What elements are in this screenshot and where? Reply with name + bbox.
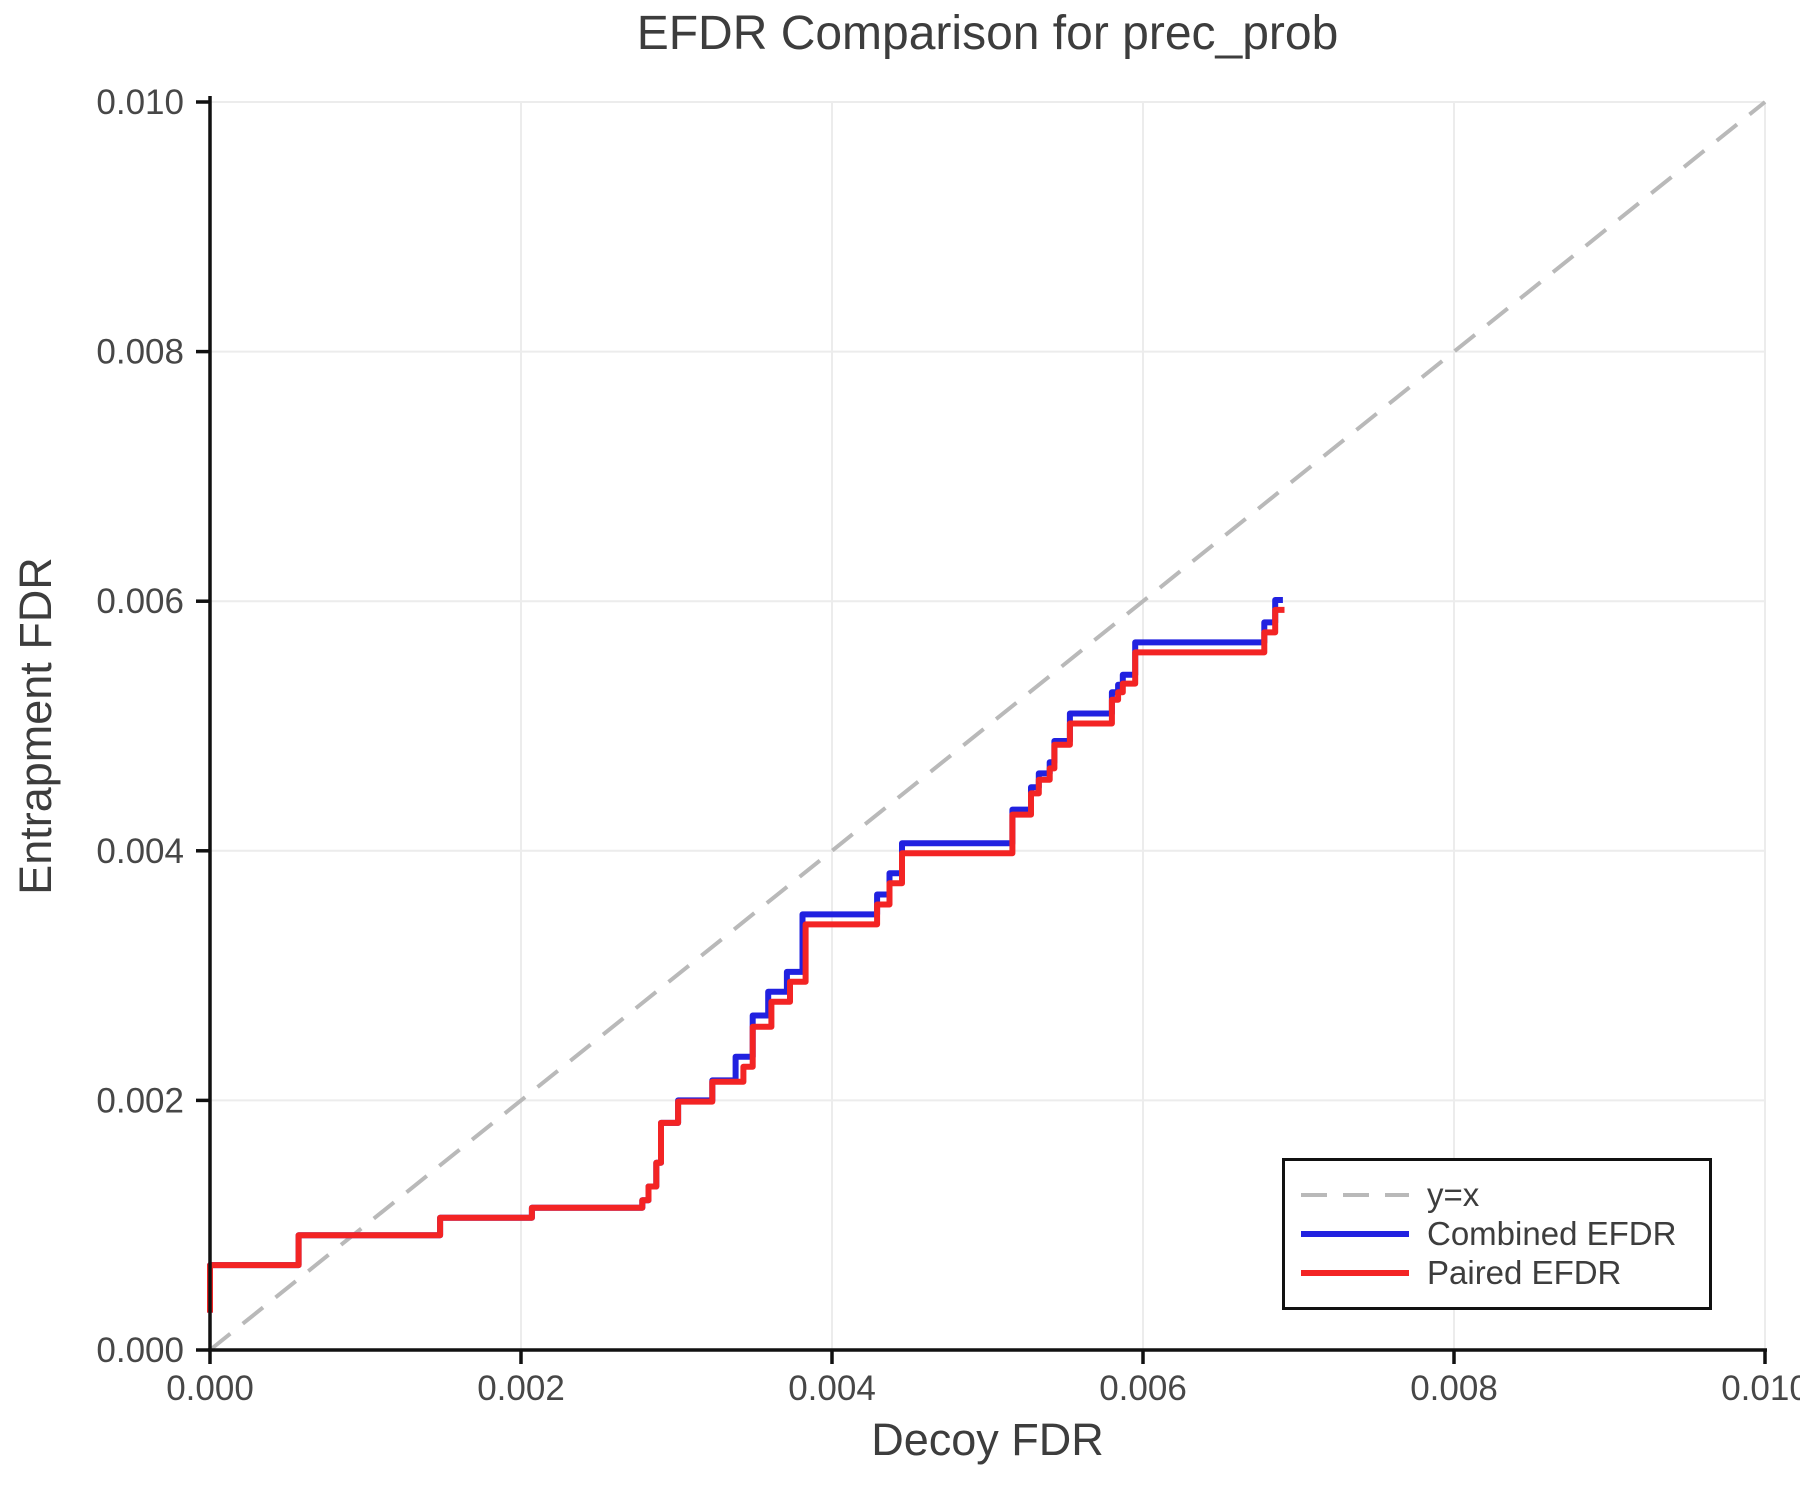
series-line-0 (208, 100, 1767, 1352)
red-line-icon (1301, 1270, 1409, 1276)
y-tick-label: 0.008 (96, 333, 184, 372)
x-tick-label: 0.008 (1410, 1369, 1498, 1408)
x-tick-label: 0.010 (1721, 1369, 1800, 1408)
y-tick-label: 0.010 (96, 83, 184, 122)
legend-label-combined: Combined EFDR (1427, 1215, 1677, 1252)
legend-entry-combined: Combined EFDR (1299, 1216, 1709, 1252)
x-tick-label: 0.004 (788, 1369, 876, 1408)
y-tick-label: 0.002 (96, 1081, 184, 1120)
series-line-1 (207, 597, 1283, 1313)
x-axis-label: Decoy FDR (871, 1414, 1104, 1465)
x-tick-label: 0.006 (1099, 1369, 1187, 1408)
series-line-2 (207, 606, 1285, 1313)
legend: y=x Combined EFDR Paired EFDR (1282, 1158, 1712, 1310)
x-tick-label: 0.002 (477, 1369, 565, 1408)
blue-line-icon (1301, 1231, 1409, 1237)
y-tick-label: 0.000 (96, 1331, 184, 1370)
chart-title: EFDR Comparison for prec_prob (636, 7, 1339, 60)
legend-entry-paired: Paired EFDR (1299, 1255, 1709, 1291)
legend-entry-identity: y=x (1299, 1177, 1709, 1213)
y-tick-label: 0.006 (96, 582, 184, 621)
y-tick-label: 0.004 (96, 832, 184, 871)
dashed-line-icon (1301, 1193, 1409, 1197)
legend-label-identity: y=x (1427, 1176, 1480, 1213)
legend-label-paired: Paired EFDR (1427, 1254, 1622, 1291)
x-tick-label: 0.000 (166, 1369, 254, 1408)
